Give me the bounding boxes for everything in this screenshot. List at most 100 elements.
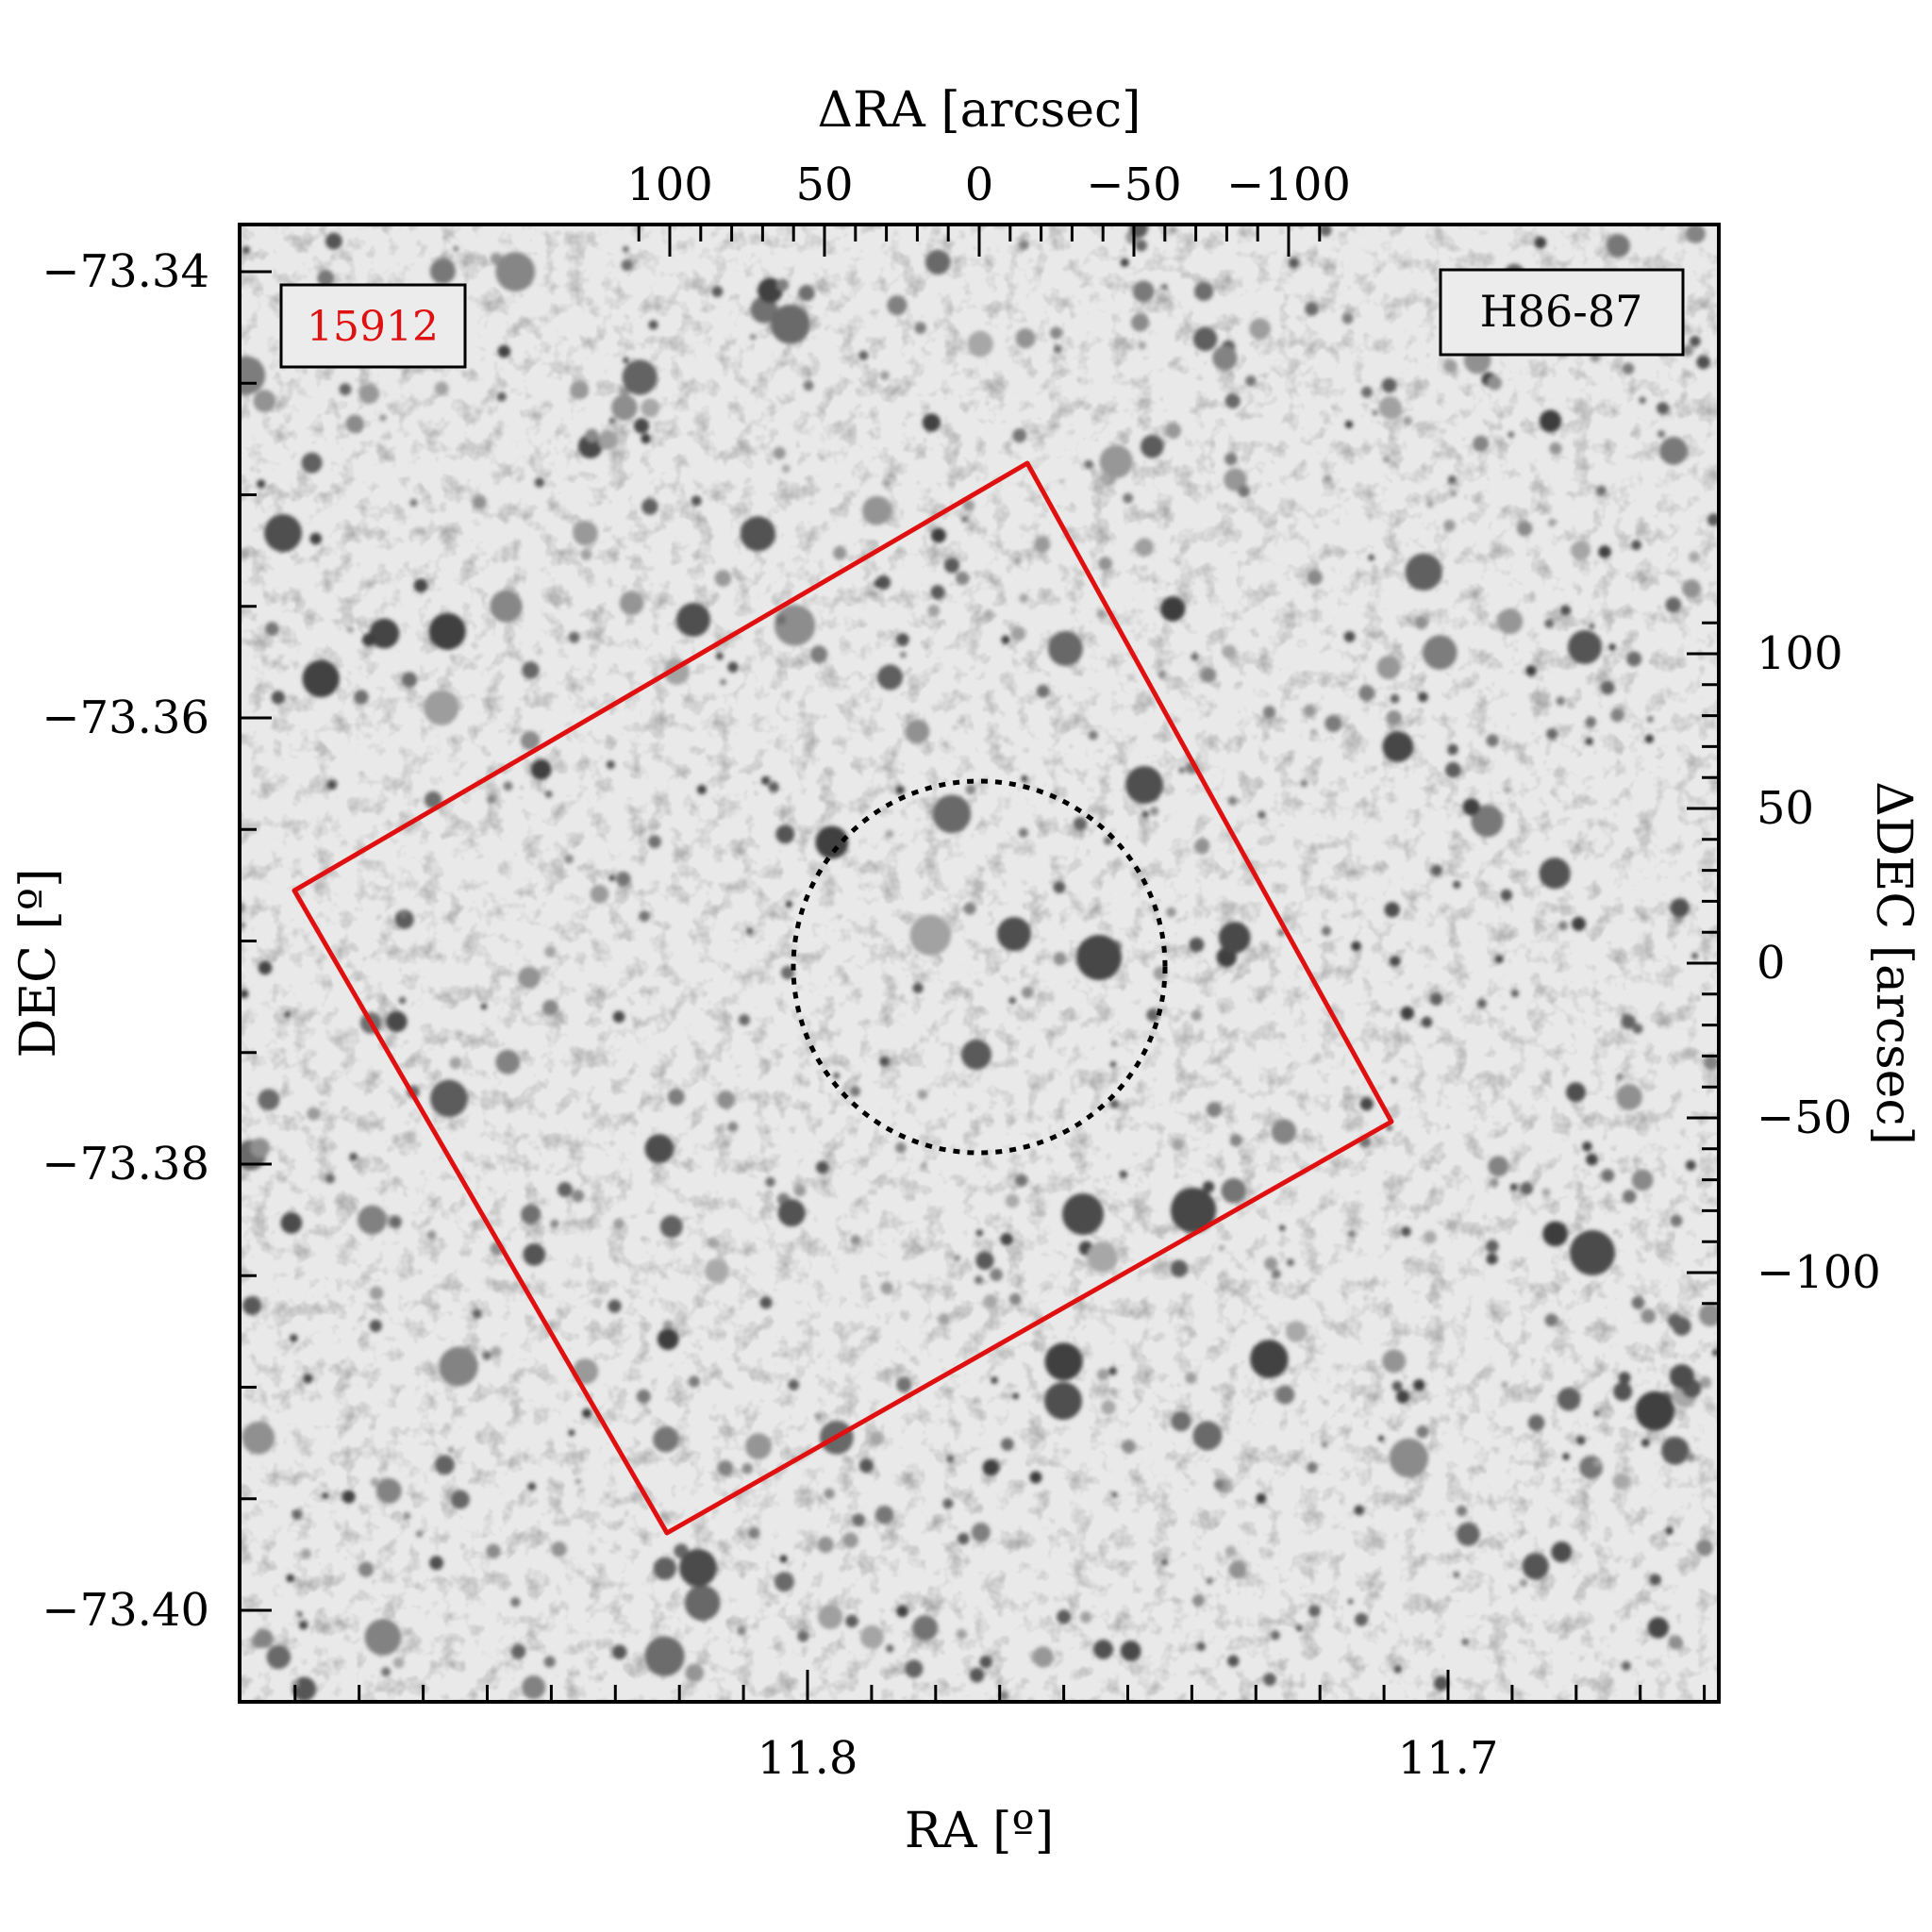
sky-image: [240, 225, 1719, 1702]
star: [1034, 536, 1051, 553]
star: [1257, 810, 1266, 820]
star: [1005, 1193, 1020, 1208]
star: [715, 652, 724, 660]
star: [932, 794, 972, 834]
left-tick-label: −73.38: [42, 1138, 209, 1191]
star: [1389, 955, 1401, 967]
star: [714, 570, 732, 587]
star: [849, 1086, 861, 1097]
star: [1429, 992, 1443, 1006]
star: [1044, 1382, 1082, 1420]
star: [1571, 541, 1591, 560]
star: [369, 1286, 384, 1301]
star: [325, 232, 342, 250]
star: [1050, 326, 1062, 340]
star: [641, 498, 658, 515]
star: [1707, 513, 1719, 526]
star: [1202, 1180, 1215, 1193]
star: [1613, 1382, 1633, 1401]
id-badge-label: 15912: [307, 303, 439, 351]
star: [741, 1462, 754, 1474]
star: [653, 1426, 679, 1453]
star: [895, 1141, 907, 1154]
star: [1665, 1526, 1674, 1535]
star: [744, 1433, 772, 1460]
star: [1354, 1505, 1365, 1516]
star: [1120, 258, 1129, 268]
star: [788, 1379, 800, 1391]
star: [1019, 241, 1029, 250]
star: [1447, 744, 1458, 756]
star: [1160, 596, 1186, 622]
star: [899, 651, 907, 658]
star: [240, 548, 250, 559]
star: [242, 245, 251, 255]
star: [927, 604, 941, 617]
star: [869, 1431, 884, 1446]
star: [490, 590, 523, 623]
star: [434, 381, 449, 396]
star: [644, 1636, 685, 1676]
star: [453, 245, 459, 252]
star: [1670, 1214, 1683, 1227]
star: [1275, 1385, 1295, 1405]
star: [1401, 1226, 1411, 1237]
star: [520, 730, 541, 751]
star: [965, 784, 976, 795]
star: [284, 1011, 291, 1018]
star: [1585, 737, 1593, 746]
star: [258, 960, 273, 975]
star: [522, 1675, 546, 1700]
star: [1402, 416, 1413, 426]
star: [676, 603, 710, 637]
star: [1307, 1461, 1318, 1474]
star: [1612, 1473, 1629, 1490]
star: [242, 1421, 275, 1455]
star: [1227, 796, 1238, 806]
star: [774, 605, 816, 646]
star: [1347, 1598, 1354, 1605]
star: [301, 452, 323, 474]
star: [1193, 281, 1214, 301]
star: [1670, 898, 1690, 918]
star: [738, 1014, 750, 1026]
star: [401, 672, 418, 688]
star: [622, 357, 630, 364]
star: [428, 612, 466, 650]
star: [852, 1513, 865, 1527]
star: [1659, 437, 1688, 465]
star: [1012, 1392, 1020, 1400]
star: [845, 1614, 858, 1628]
star: [775, 614, 787, 625]
star: [1471, 805, 1504, 838]
star: [1557, 921, 1568, 931]
star: [1271, 1630, 1281, 1641]
star: [392, 1657, 405, 1669]
star: [1224, 452, 1238, 466]
star: [449, 1057, 462, 1070]
left-axis-title: DEC [º]: [10, 869, 67, 1058]
star: [1414, 615, 1428, 630]
star: [616, 872, 631, 887]
star: [886, 1644, 894, 1653]
star: [958, 1532, 970, 1545]
star: [1661, 1436, 1690, 1465]
star: [953, 1254, 961, 1262]
star: [1122, 1439, 1136, 1454]
star: [613, 1218, 625, 1230]
star: [1256, 1492, 1267, 1504]
star: [1686, 1453, 1696, 1462]
star: [1189, 937, 1205, 953]
star: [1032, 1646, 1054, 1668]
star: [1447, 475, 1457, 485]
star: [1695, 1539, 1713, 1557]
star: [1149, 806, 1159, 816]
star: [1504, 786, 1511, 794]
star: [691, 495, 702, 507]
star: [568, 1429, 575, 1437]
star: [1631, 1296, 1645, 1309]
star: [1358, 685, 1375, 702]
star: [1343, 630, 1356, 642]
star: [358, 1561, 375, 1577]
star: [1101, 1400, 1116, 1415]
